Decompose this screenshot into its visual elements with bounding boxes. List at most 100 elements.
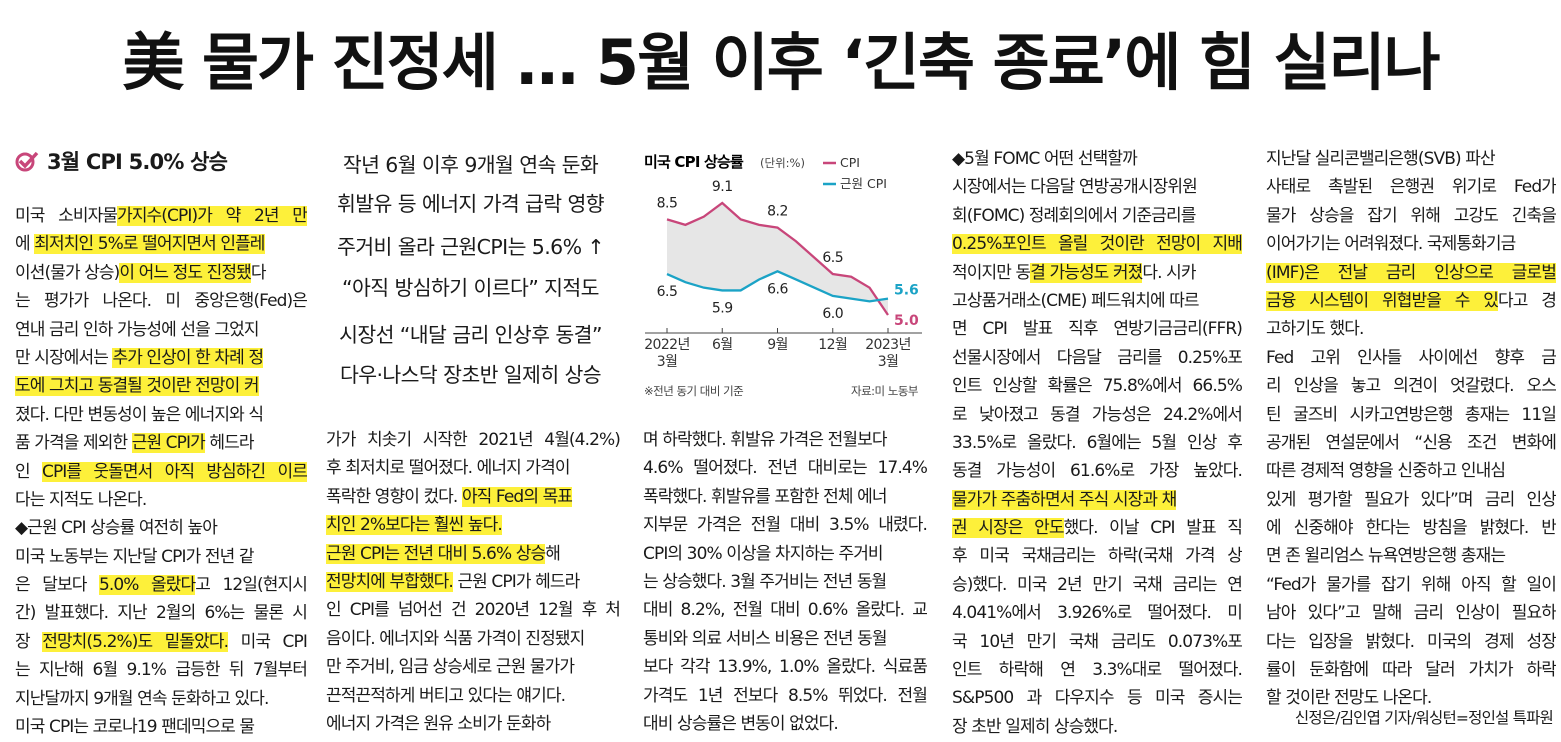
- text-line: 는 상승했다. 3월 주거비는 전년 동월: [643, 571, 887, 592]
- text-segment: 은 달보다: [15, 575, 99, 596]
- text-segment: 다: [250, 262, 267, 283]
- text-line: 후 미국 국채금리는 하락(국채 가격 상: [952, 546, 1242, 567]
- text-segment: 고 12일(현지시: [195, 575, 307, 596]
- text-line: 며 하락했다. 휘발유 가격은 전월보다: [643, 430, 888, 450]
- value-label: 6.0: [822, 306, 843, 322]
- deck: 다우·나스닥 장초반 일제히 상승: [339, 363, 602, 387]
- text-line: 인트 하락해 연 3.3%대로 떨어졌다.: [952, 660, 1242, 681]
- highlighted-text: 최저치인 5%로 떨어지면서 인플레: [34, 234, 265, 255]
- text-line: 가격도 1년 전보다 8.5% 뛰었다. 전월: [643, 685, 927, 706]
- headline: 美 물가 진정세 … 5월 이후 ‘긴축 종료’에 힘 실리나: [122, 26, 1440, 99]
- legend-label: 근원 CPI: [840, 176, 887, 191]
- text-line: 지난달까지 9개월 연속 둔화하고 있다.: [15, 688, 269, 709]
- text-line: 후 최저치로 떨어졌다. 에너지 가격이: [326, 458, 571, 479]
- text-segment: 헤드라: [204, 433, 254, 454]
- text-line: 가가 치솟기 시작한 2021년 4월(4.2%): [326, 430, 620, 450]
- deck: 휘발유 등 에너지 가격 급락 영향: [337, 192, 605, 216]
- highlighted-text: 근원 CPI는 전년 대비 5.6% 상승: [326, 543, 546, 564]
- highlighted-text: 도에 그치고 동결될 것이란 전망이 커: [15, 376, 260, 397]
- x-tick-label: 12월: [818, 337, 848, 353]
- text-line: 끈적끈적하게 버티고 있다는 얘기다.: [326, 685, 566, 706]
- column: 지난달 실리콘밸리은행(SVB) 파산 사태로 촉발된 은행권 위기로 Fed가 물…: [1266, 145, 1556, 713]
- text-segment: 다. 시카: [1142, 262, 1196, 283]
- text-line: S&P500 과 다우지수 등 미국 증시는: [952, 688, 1242, 709]
- text-segment: 장: [15, 631, 43, 652]
- text-line: 승)했다. 미국 2년 만기 국채 금리는 연: [952, 574, 1242, 595]
- text-line: 장 전망치(5.2%)도 밑돌았다. 미국 CPI: [15, 628, 307, 656]
- x-tick-label: 2022년 3월: [644, 337, 690, 370]
- text-line: 인트 인상할 확률은 75.8%에서 66.5%: [952, 376, 1242, 397]
- text-line: 면 존 윌리엄스 뉴욕연방은행 총재는: [1266, 546, 1506, 567]
- text-line: 미국 CPI는 코로나19 팬데믹으로 물: [15, 717, 255, 738]
- text-line: 만 주거비, 임금 상승세로 근원 물가가: [326, 657, 575, 678]
- highlighted-text: 아직 Fed의 목표: [461, 486, 573, 507]
- text-line: 고하기도 했다.: [1266, 319, 1364, 340]
- text-line: 이어가기는 어려워졌다. 국제통화기금: [1266, 234, 1516, 255]
- text-line: 품 가격을 제외한 근원 CPI가 헤드라: [15, 429, 307, 457]
- subhead-text: 3월 CPI 5.0% 상승: [47, 150, 228, 174]
- text-line: 동결 가능성이 61.6%로 가장 높았다.: [952, 461, 1242, 482]
- text-line: 4.6% 떨어졌다. 전년 대비로는 17.4%: [643, 458, 927, 479]
- text-line: 률이 둔화함에 따라 달러 가치가 하락: [1266, 660, 1556, 681]
- x-tick-label: 9월: [767, 337, 788, 353]
- text-line: 근원 CPI는 전년 대비 5.6% 상승해: [326, 540, 620, 568]
- chart-source: 자료:미 노동부: [851, 384, 918, 398]
- text-segment: 만 시장에서는: [15, 347, 113, 368]
- text-line: 할 것이란 전망도 나온다.: [1266, 688, 1432, 709]
- text-segment: 품 가격을 제외한: [15, 433, 132, 454]
- text-line: 는 평가가 나온다. 미 중앙은행(Fed)은: [15, 291, 307, 312]
- value-label: 9.1: [712, 179, 733, 195]
- text-segment: 인: [15, 461, 42, 482]
- text-line: 에 최저치인 5%로 떨어지면서 인플레: [15, 230, 307, 258]
- text-line: 고상품거래소(CME) 페드워치에 따르: [952, 290, 1200, 311]
- text-line: ◆근원 CPI 상승률 여전히 높아: [15, 518, 218, 539]
- text-line: 폭락했다. 휘발유를 포함한 전체 에너: [643, 486, 888, 507]
- value-label: 8.5: [657, 195, 678, 211]
- chart-unit: (단위:%): [760, 156, 805, 170]
- highlighted-text: 5.0% 올랐다: [98, 575, 196, 596]
- highlighted-text: (IMF)은 전날 금리 인상으로 글로벌: [1266, 262, 1556, 283]
- text-line: 인 CPI를 넘어선 건 2020년 12월 후 처: [326, 600, 620, 621]
- text-line: 남아 있다”고 말해 금리 인상이 필요하: [1266, 603, 1556, 624]
- text-line: 따른 경제적 영향을 신중하고 인내심: [1266, 461, 1506, 482]
- text-line: 장 초반 일제히 상승했다.: [952, 716, 1118, 737]
- text-line: 권 시장은 안도했다. 이날 CPI 발표 직: [952, 514, 1242, 542]
- text-segment: 이션(물가 상승): [15, 262, 120, 283]
- text-line: 0.25%포인트 올릴 것이란 전망이 지배: [952, 230, 1242, 258]
- text-line: 통비와 의료 서비스 비용은 전년 동월: [643, 628, 888, 649]
- value-label: 6.5: [822, 250, 843, 266]
- highlighted-text: 물가가 주춤하면서 주식 시장과 채: [952, 489, 1177, 510]
- value-label: 5.9: [712, 300, 733, 316]
- text-line: 인 CPI를 웃돌면서 아직 방심하긴 이르: [15, 458, 307, 486]
- value-label: 5.0: [894, 313, 919, 329]
- text-line: 33.5%로 올랐다. 6월에는 5월 인상 후: [952, 432, 1242, 453]
- text-segment: 다고 경: [1497, 290, 1556, 311]
- text-line: 물가 상승을 잡기 위해 고강도 긴축을: [1266, 205, 1556, 226]
- text-line: 공개된 연설문에서 “신용 조건 변화에: [1266, 432, 1556, 453]
- value-label: 6.6: [767, 281, 788, 297]
- text-line: 간) 발표했다. 지난 2월의 6%는 물론 시: [15, 603, 307, 624]
- text-line: 연내 금리 인하 가능성에 선을 그었지: [15, 319, 260, 340]
- highlighted-text: 결 가능성도 커졌: [1030, 262, 1143, 283]
- text-line: 대비 상승률은 변동이 없었다.: [643, 713, 839, 734]
- highlighted-text: 근원 CPI가: [131, 433, 206, 454]
- deck: 시장선 “내달 금리 인상후 동결”: [339, 323, 602, 347]
- text-line: 폭락한 영향이 컸다. 아직 Fed의 목표: [326, 483, 620, 511]
- column: 가가 치솟기 시작한 2021년 4월(4.2%) 후 최저치로 떨어졌다. 에너…: [326, 426, 620, 738]
- highlighted-text: 가지수(CPI)가 약 2년 만: [117, 206, 307, 226]
- text-line: 은 달보다 5.0% 올랐다고 12일(현지시: [15, 571, 307, 599]
- byline: 신정은/김인엽 기자/워싱턴=정인설 특파원: [1294, 709, 1554, 727]
- highlighted-text: 금융 시스템이 위협받을 수 있: [1266, 290, 1499, 311]
- chart-note: ※전년 동기 대비 기준: [644, 384, 743, 398]
- subhead: 3월 CPI 5.0% 상승: [15, 146, 228, 176]
- text-segment: 미국 소비자물: [15, 206, 118, 226]
- highlighted-text: CPI를 웃돌면서 아직 방심하긴 이르: [41, 461, 307, 482]
- series-line: [666, 201, 889, 316]
- value-label: 5.6: [894, 283, 919, 299]
- text-line: 물가가 주춤하면서 주식 시장과 채: [952, 486, 1242, 514]
- highlighted-text: 추가 인상이 한 차례 정: [112, 347, 264, 368]
- text-line: 시장에서는 다음달 연방공개시장위원: [952, 177, 1198, 198]
- deck: “아직 방심하기 이르다” 지적도: [342, 276, 600, 300]
- text-segment: 해: [545, 543, 561, 564]
